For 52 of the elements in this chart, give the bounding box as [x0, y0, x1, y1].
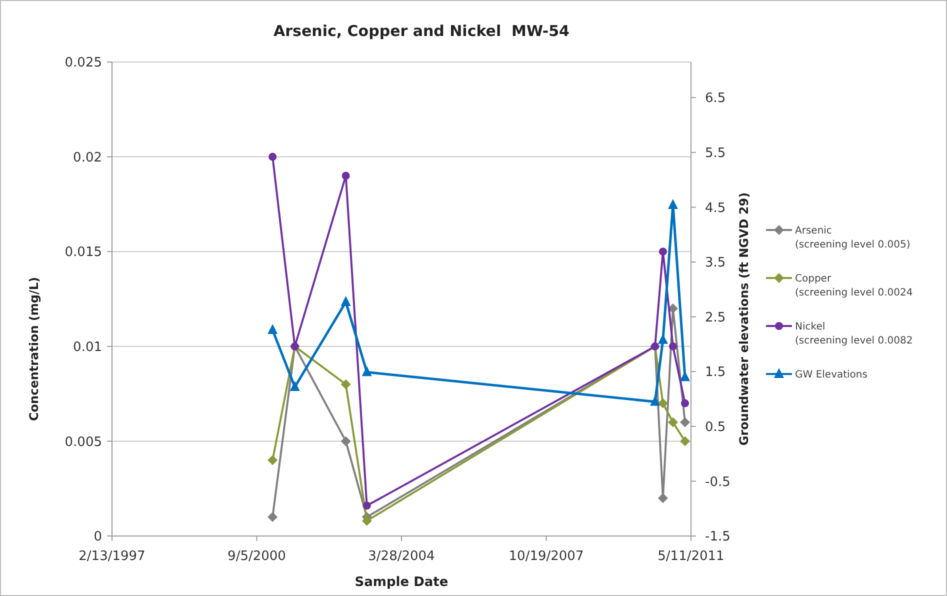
y-tick-label: 0.01	[73, 340, 102, 355]
point	[658, 248, 667, 256]
point	[342, 172, 350, 180]
y-tick-label: 0.015	[64, 245, 102, 260]
point	[268, 512, 278, 522]
point	[680, 371, 690, 382]
y2-tick-label: -1.5	[705, 530, 730, 545]
y-tick-label: 0.02	[73, 150, 102, 166]
legend-label: GW Elevations	[795, 370, 868, 380]
point	[268, 152, 277, 161]
y2-axis-title: Groundwater elevations (ft NGVD 29)	[737, 192, 751, 446]
y2-tick-label: 0.5	[705, 420, 726, 435]
point	[340, 379, 351, 390]
y-axis-title: Concentration (mg/L)	[27, 276, 41, 422]
point	[658, 334, 668, 344]
chart-title: Arsenic, Copper and Nickel MW-54	[274, 22, 570, 40]
point	[268, 455, 278, 466]
point	[340, 436, 351, 446]
x-tick-label: 9/5/2000	[228, 549, 286, 564]
point	[668, 342, 677, 350]
y2-tick-label: 4.5	[705, 200, 726, 216]
point	[650, 396, 660, 406]
x-tick-label: 10/19/2007	[508, 549, 584, 564]
point	[268, 324, 278, 334]
point	[362, 366, 372, 376]
x-tick-label: 5/11/2011	[658, 549, 724, 564]
point	[290, 380, 300, 391]
point	[362, 516, 372, 526]
y2-tick-label: 6.5	[705, 91, 726, 106]
legend-label: Nickel (screening level 0.0082	[795, 322, 913, 346]
y2-tick-label: -0.5	[705, 474, 730, 490]
x-tick-label: 2/13/1997	[78, 549, 146, 564]
y2-tick-label: 3.5	[705, 256, 726, 271]
point	[658, 398, 668, 408]
point	[668, 417, 678, 428]
point	[340, 296, 351, 306]
point	[680, 417, 690, 428]
x-axis-title: Sample Date	[354, 575, 448, 590]
point	[680, 399, 689, 408]
point	[680, 436, 690, 446]
x-tick-label: 3/28/2004	[368, 549, 435, 564]
point	[668, 199, 678, 210]
y2-tick-label: 1.5	[705, 365, 726, 380]
legend-label: Arsenic (screening level 0.005)	[795, 226, 910, 250]
y-tick-label: 0.005	[64, 434, 102, 450]
legend-label: Copper (screening level 0.0024	[795, 274, 913, 298]
y-tick-label: 0	[94, 530, 102, 545]
y-tick-label: 0.025	[64, 56, 102, 71]
point	[658, 493, 668, 504]
y2-tick-label: 5.5	[705, 146, 726, 161]
point	[362, 502, 371, 510]
y2-tick-label: 2.5	[705, 310, 726, 326]
